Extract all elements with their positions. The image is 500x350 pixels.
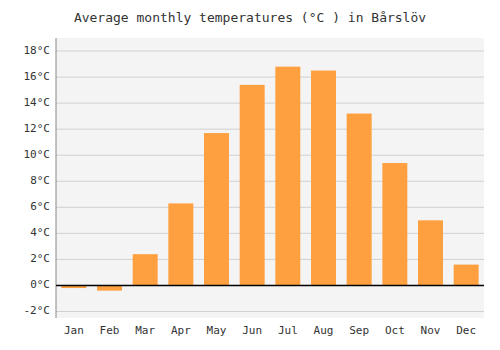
- x-tick-label: Aug: [314, 324, 334, 337]
- grid-line: [56, 311, 484, 312]
- y-tick-label: 4°C: [30, 226, 50, 239]
- grid-line: [56, 181, 484, 182]
- y-axis: -2°C 0°C 2°C 4°C 6°C 8°C 10°C 12°C 14°C 16°C 18°C: [24, 44, 485, 317]
- bar: [311, 71, 336, 286]
- bar: [275, 67, 300, 286]
- bar: [133, 254, 158, 285]
- x-tick-label: Dec: [456, 324, 476, 337]
- y-tick-label: 14°C: [24, 96, 51, 109]
- y-tick-label: 6°C: [30, 200, 50, 213]
- bar: [382, 163, 407, 285]
- y-tick-label: 12°C: [24, 122, 51, 135]
- y-tick-label: 10°C: [24, 148, 51, 161]
- x-tick-label: Jun: [242, 324, 262, 337]
- y-tick-label: 2°C: [30, 252, 50, 265]
- bar: [97, 285, 122, 290]
- x-axis: Jan Feb Mar Apr May Jun Jul Aug Sep Oct Nov Dec: [64, 324, 476, 337]
- bar: [168, 203, 193, 285]
- x-tick-label: May: [207, 324, 227, 337]
- grid-line: [56, 285, 484, 286]
- bar: [204, 133, 229, 285]
- y-tick-label: 18°C: [24, 44, 51, 57]
- y-tick-label: -2°C: [24, 304, 51, 317]
- plot-background: [56, 38, 484, 318]
- x-tick-label: Jul: [278, 324, 298, 337]
- x-tick-label: Oct: [385, 324, 405, 337]
- bar: [418, 220, 443, 285]
- x-tick-label: Apr: [171, 324, 191, 337]
- grid-line: [56, 129, 484, 130]
- grid-line: [56, 51, 484, 52]
- x-tick-label: Mar: [135, 324, 155, 337]
- bars: [56, 67, 484, 291]
- bar: [240, 85, 265, 286]
- y-tick-label: 16°C: [24, 70, 51, 83]
- grid-line: [56, 155, 484, 156]
- grid-line: [56, 207, 484, 208]
- grid-line: [56, 103, 484, 104]
- bar: [454, 265, 479, 286]
- title: Average monthly temperatures (°C ) in Bå…: [74, 10, 426, 25]
- x-tick-label: Jan: [64, 324, 84, 337]
- y-tick-label: 8°C: [30, 174, 50, 187]
- y-axis-line: [56, 38, 57, 318]
- bar: [347, 114, 372, 286]
- chart: -2°C 0°C 2°C 4°C 6°C 8°C 10°C 12°C 14°C 16°C 18°C J…: [0, 0, 500, 350]
- x-tick-label: Feb: [100, 324, 120, 337]
- zero-line: [56, 285, 484, 287]
- grid-line: [56, 77, 484, 78]
- x-tick-label: Sep: [349, 324, 369, 337]
- y-tick-label: 0°C: [30, 278, 50, 291]
- x-tick-label: Nov: [421, 324, 441, 337]
